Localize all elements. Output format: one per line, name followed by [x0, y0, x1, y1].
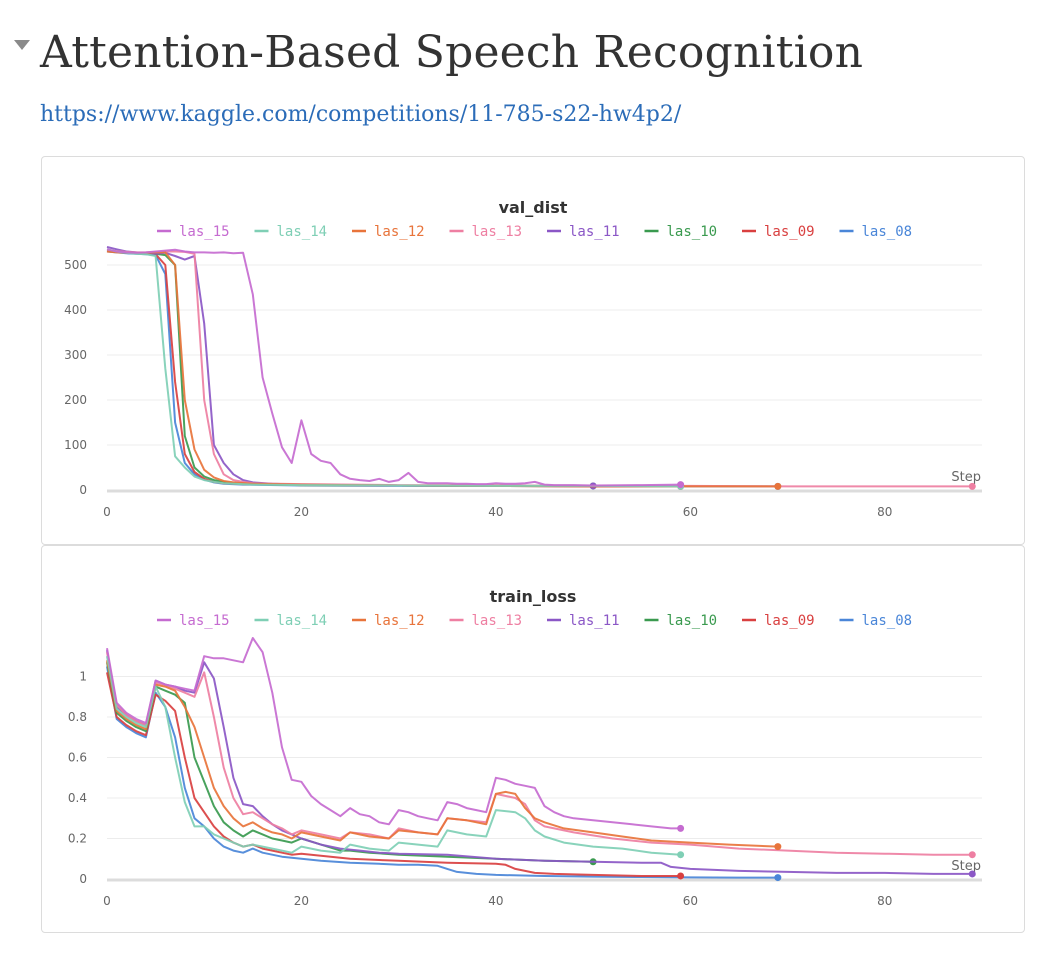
y-tick-label: 0.4 [68, 791, 87, 805]
series-end-point-las-09 [677, 872, 685, 880]
collapse-caret-icon[interactable] [14, 40, 30, 50]
y-tick-label: 200 [64, 393, 87, 407]
series-end-point-las-13 [968, 482, 976, 490]
y-tick-label: 1 [79, 670, 87, 684]
y-tick-label: 100 [64, 438, 87, 452]
chart-title: val_dist [499, 198, 568, 217]
legend-label-las-10[interactable]: las_10 [667, 613, 718, 629]
legend-label-las-09[interactable]: las_09 [764, 224, 815, 240]
series-line-las-09[interactable] [106, 672, 681, 877]
series-line-las-15[interactable] [106, 248, 681, 487]
series-end-point-las-14 [677, 851, 685, 859]
x-tick-label: 20 [294, 894, 309, 908]
y-tick-label: 0.2 [68, 832, 87, 846]
val-dist-panel[interactable]: val_dist las_15 las_14 las_12 las_13 las_11 la… [41, 156, 1025, 545]
x-tick-label: 80 [877, 894, 892, 908]
legend-label-las-14[interactable]: las_14 [277, 224, 328, 240]
series-line-las-13[interactable] [106, 652, 973, 856]
y-tick-label: 400 [64, 303, 87, 317]
legend-label-las-08[interactable]: las_08 [862, 613, 913, 629]
legend-label-las-14[interactable]: las_14 [277, 613, 328, 629]
y-tick-label: 0.6 [68, 751, 87, 765]
series-end-point-las-11 [968, 870, 976, 878]
x-tick-label: 40 [488, 505, 503, 519]
legend-label-las-12[interactable]: las_12 [374, 224, 425, 240]
legend-label-las-10[interactable]: las_10 [667, 224, 718, 240]
legend-label-las-15[interactable]: las_15 [179, 224, 230, 240]
x-tick-label: 0 [103, 894, 111, 908]
series-line-las-09[interactable] [106, 250, 681, 488]
series-end-point-las-12 [774, 843, 782, 851]
legend-label-las-12[interactable]: las_12 [374, 613, 425, 629]
val-dist-chart: val_dist las_15 las_14 las_12 las_13 las_11 la… [64, 198, 982, 519]
competition-link[interactable]: https://www.kaggle.com/competitions/11-7… [40, 102, 682, 127]
y-tick-label: 0 [79, 483, 87, 497]
legend-label-las-11[interactable]: las_11 [569, 613, 620, 629]
series-line-las-15[interactable] [106, 637, 681, 830]
x-tick-label: 20 [294, 505, 309, 519]
y-tick-label: 0.8 [68, 710, 87, 724]
y-tick-label: 500 [64, 258, 87, 272]
section-header: Attention-Based Speech Recognition [14, 22, 863, 82]
legend-label-las-09[interactable]: las_09 [764, 613, 815, 629]
series-line-las-13[interactable] [106, 249, 973, 488]
legend-label-las-11[interactable]: las_11 [569, 224, 620, 240]
legend-label-las-13[interactable]: las_13 [472, 613, 523, 629]
series-end-point-las-15 [677, 824, 685, 832]
series-line-las-08[interactable] [106, 666, 778, 879]
x-tick-label: 80 [877, 505, 892, 519]
series-line-las-12[interactable] [106, 660, 778, 848]
x-tick-label: 0 [103, 505, 111, 519]
series-line-las-11[interactable] [106, 650, 973, 875]
series-line-las-10[interactable] [106, 249, 594, 487]
train-loss-panel[interactable]: train_loss las_15 las_14 las_12 las_13 las_11… [41, 545, 1025, 933]
series-end-point-las-15 [677, 481, 685, 489]
series-end-point-las-08 [774, 874, 782, 882]
y-tick-label: 0 [79, 872, 87, 886]
chart-title: train_loss [490, 587, 577, 606]
series-line-las-14[interactable] [106, 656, 681, 856]
series-line-las-14[interactable] [106, 248, 681, 488]
x-axis-label: Step [951, 470, 981, 485]
x-tick-label: 60 [683, 894, 698, 908]
section-title: Attention-Based Speech Recognition [40, 26, 864, 78]
series-end-point-las-12 [774, 482, 782, 490]
legend-label-las-13[interactable]: las_13 [472, 224, 523, 240]
x-axis-label: Step [951, 859, 981, 874]
legend-label-las-08[interactable]: las_08 [862, 224, 913, 240]
legend-label-las-15[interactable]: las_15 [179, 613, 230, 629]
x-tick-label: 60 [683, 505, 698, 519]
train-loss-chart: train_loss las_15 las_14 las_12 las_13 las_11… [68, 587, 982, 908]
y-tick-label: 300 [64, 348, 87, 362]
series-end-point-las-13 [968, 851, 976, 859]
x-tick-label: 40 [488, 894, 503, 908]
